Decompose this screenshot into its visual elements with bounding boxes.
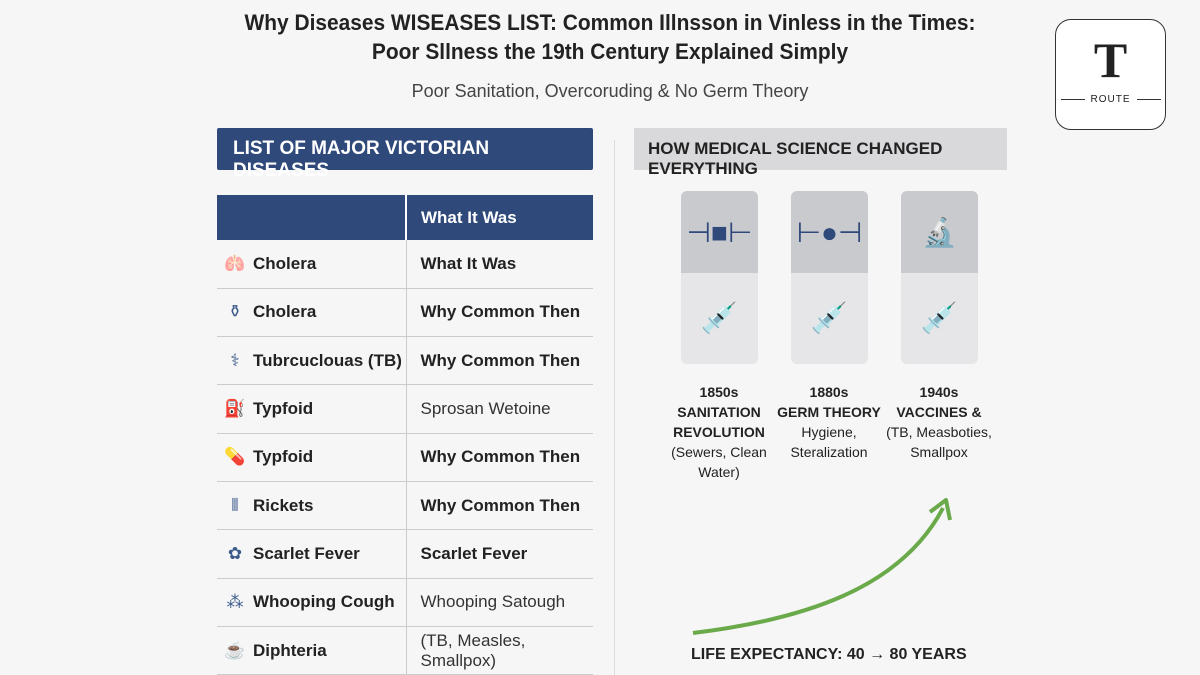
disease-description: Why Common Then bbox=[406, 481, 593, 531]
table-row: 💊 Typfoid Why Common Then bbox=[217, 433, 593, 482]
virus-icon: ✿ bbox=[227, 543, 243, 563]
page-title: Why Diseases WISEASES LIST: Common Illns… bbox=[244, 10, 976, 64]
timeline-card: ⊣■⊢ 💉 bbox=[681, 191, 758, 364]
stethoscope-icon: ⚕ bbox=[230, 350, 240, 370]
era-year: 1880s bbox=[809, 384, 849, 400]
disease-description: Why Common Then bbox=[406, 433, 593, 482]
disease-name: Diphteria bbox=[253, 640, 327, 660]
lungs-icon: 🫁 bbox=[224, 253, 246, 273]
disease-table: What It Was 🫁 Cholera What It Was ⚱ Cholera W… bbox=[217, 195, 593, 675]
bottle-icon: ⚱ bbox=[227, 302, 243, 322]
era-detail: (TB, Measboties, Smallpox bbox=[886, 424, 992, 460]
era-year: 1940s bbox=[919, 384, 959, 400]
disease-description: What It Was bbox=[406, 240, 593, 289]
syringe-icon: 💉 bbox=[810, 302, 849, 335]
disease-description: Whooping Satough bbox=[406, 578, 593, 627]
microscope-icon: 🔬 bbox=[922, 216, 957, 248]
header-cell: What It Was bbox=[406, 195, 593, 240]
disease-description: Why Common Then bbox=[406, 288, 593, 338]
subtitle: Poor Sanitation, Overcoruding & No Germ … bbox=[411, 81, 809, 101]
timeline-card: ⊢●⊣ 💉 bbox=[791, 191, 868, 364]
bowl-icon: ☕ bbox=[224, 640, 246, 660]
table-row: ☕ Diphteria (TB, Measles, Smallpox) bbox=[217, 626, 593, 675]
timeline-label: 1940s VACCINES & (TB, Measboties, Smallpox bbox=[874, 382, 1004, 462]
bones-icon: ⫴ bbox=[231, 495, 239, 515]
pipe-icon: ⊢●⊣ bbox=[796, 216, 863, 248]
logo-letter: T bbox=[1093, 32, 1128, 88]
disease-description: Why Common Then bbox=[406, 336, 593, 386]
table-row: 🫁 Cholera What It Was bbox=[217, 240, 593, 289]
disease-description: Sprosan Wetoine bbox=[406, 384, 593, 434]
era-title: VACCINES & bbox=[896, 404, 982, 420]
syringe-icon: 💉 bbox=[700, 302, 739, 335]
timeline-label: 1850s SANITATION REVOLUTION (Sewers, Clean… bbox=[654, 382, 784, 482]
disease-name: Whooping Cough bbox=[253, 592, 395, 612]
right-section-header: HOW MEDICAL SCIENCE CHANGED EVERYTHING bbox=[634, 128, 1007, 178]
logo-word: ROUTE bbox=[1090, 94, 1131, 105]
era-year: 1850s bbox=[699, 384, 739, 400]
disease-description: Scarlet Fever bbox=[406, 529, 593, 579]
disease-description: (TB, Measles, Smallpox) bbox=[406, 626, 593, 675]
pills-icon: 💊 bbox=[224, 447, 246, 467]
disease-name: Typfoid bbox=[253, 399, 314, 419]
table-row: ✿ Scarlet Fever Scarlet Fever bbox=[217, 529, 593, 579]
disease-name: Rickets bbox=[253, 495, 314, 515]
divider bbox=[614, 140, 615, 675]
table-row: ⫴ Rickets Why Common Then bbox=[217, 481, 593, 531]
timeline-card: 🔬 💉 bbox=[901, 191, 978, 364]
timeline-label: 1880s GERM THEORY Hygiene, Steralization bbox=[764, 382, 894, 462]
life-expectancy: LIFE EXPECTANCY: 40 → 80 YEARS bbox=[691, 646, 967, 663]
era-detail: (Sewers, Clean Water) bbox=[671, 444, 767, 480]
disease-name: Scarlet Fever bbox=[253, 543, 360, 563]
logo: T ROUTE bbox=[1055, 19, 1166, 130]
disease-name: Cholera bbox=[253, 253, 317, 273]
germs-icon: ⁂ bbox=[226, 592, 244, 612]
table-row: ⚱ Cholera Why Common Then bbox=[217, 288, 593, 338]
table-row: ⁂ Whooping Cough Whooping Satough bbox=[217, 578, 593, 627]
water-pump-icon: ⛽ bbox=[224, 399, 246, 419]
era-title: SANITATION REVOLUTION bbox=[673, 404, 765, 440]
disease-name: Tubrcuclouas (TB) bbox=[253, 350, 402, 370]
pipe-icon: ⊣■⊢ bbox=[686, 216, 753, 248]
syringe-icon: 💉 bbox=[920, 302, 959, 335]
disease-name: Cholera bbox=[253, 302, 317, 322]
era-title: GERM THEORY bbox=[777, 404, 881, 420]
table-row: ⚕ Tubrcuclouas (TB) Why Common Then bbox=[217, 336, 593, 386]
header-cell bbox=[217, 195, 407, 240]
era-detail: Hygiene, Steralization bbox=[790, 424, 868, 460]
left-section-header: LIST OF MAJOR VICTORIAN DISEASES bbox=[217, 128, 593, 181]
table-row: ⛽ Typfoid Sprosan Wetoine bbox=[217, 384, 593, 434]
disease-name: Typfoid bbox=[253, 447, 314, 467]
